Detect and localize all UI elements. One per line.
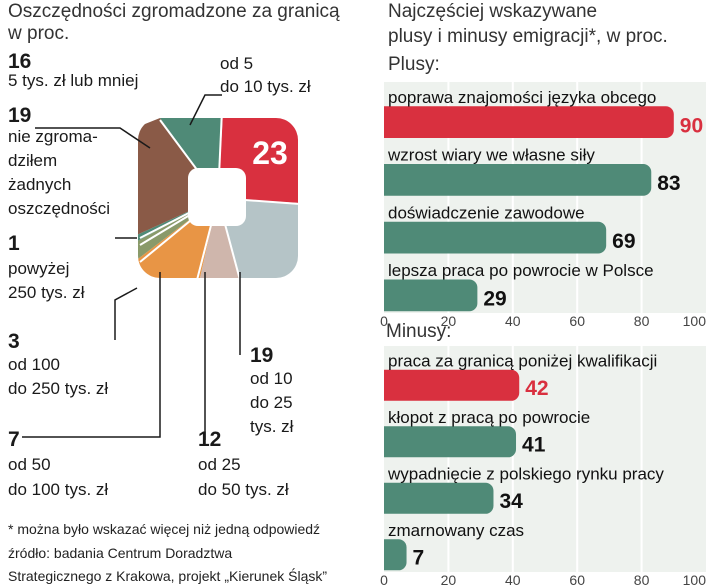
plus-bar-label-2: doświadczenie zawodowe [388,203,585,222]
plus-bar-label-3: lepsza praca po powrocie w Polsce [388,261,654,280]
slice-23-value: 23 [252,135,288,171]
minus-bar-label-0: praca za granicą poniżej kwalifikacji [388,351,657,370]
plus-bar-label-0: poprawa znajomości języka obcego [388,88,656,107]
footnote-source-2: Strategicznego z Krakowa, projekt „Kieru… [8,568,328,584]
minus-tick-40: 40 [505,572,521,587]
bars-title: Najczęściej wskazywane [388,1,598,22]
label-10to25-num: 19 [250,344,274,367]
minus-header: Minusy: [386,321,452,342]
label-25to50-line2: do 50 tys. zł [198,480,289,499]
label-5less-text: 5 tys. zł lub mniej [8,71,139,90]
label-none-line3: żadnych [8,175,72,194]
slice-10-to-25 [218,198,298,278]
plus-tick-100: 100 [683,313,707,329]
plus-tick-0: 0 [380,313,388,329]
label-25to50-line1: od 25 [198,455,241,474]
label-5to10-line2: do 10 tys. zł [220,77,311,96]
minus-bar-1 [384,426,517,458]
minus-bar-value-3: 7 [413,547,425,570]
label-10to25-line1: od 10 [250,369,293,388]
plus-bar-value-1: 83 [657,172,680,195]
label-none-line1: nie zgroma- [8,127,98,146]
plus-bar-value-2: 69 [612,230,635,253]
minus-bar-label-2: wypadnięcie z polskiego rynku pracy [387,464,664,483]
label-none-line2: dziłem [8,151,58,170]
plus-bar-2 [384,221,607,254]
label-10to25-line2: do 25 [250,393,293,412]
label-250plus-num: 1 [8,232,20,255]
label-100to250-num: 3 [8,330,20,353]
minus-bar-value-2: 34 [499,490,523,513]
minus-tick-0: 0 [380,572,388,587]
minus-tick-20: 20 [441,572,457,587]
footnote-asterisk: * można było wskazać więcej niż jedną od… [8,521,321,537]
label-50to100-line2: do 100 tys. zł [8,480,109,499]
minus-tick-80: 80 [634,572,650,587]
donut-hole [188,168,246,226]
minus-bar-0 [384,369,520,401]
plus-bar-0 [384,106,674,139]
label-25to50-num: 12 [198,428,222,451]
label-50to100-line1: od 50 [8,455,51,474]
label-none-num: 19 [8,104,32,127]
label-100to250-line2: do 250 tys. zł [8,379,109,398]
minus-tick-60: 60 [569,572,585,587]
plus-tick-40: 40 [505,313,521,329]
plus-bar-value-0: 90 [680,114,703,137]
plus-bar-3 [384,279,478,312]
plus-bar-label-1: wzrost wiary we własne siły [387,146,595,165]
minus-bar-2 [384,482,494,514]
plus-tick-20: 20 [441,313,457,329]
bars-subtitle: plusy i minusy emigracji*, w proc. [388,26,668,47]
minus-bar-value-0: 42 [525,377,548,400]
pie-subtitle: w proc. [8,23,70,44]
label-10to25-line3: tys. zł [250,417,294,436]
label-5to10-line1: od 5 [220,54,254,73]
minus-bar-label-3: zmarnowany czas [388,521,524,540]
plus-tick-80: 80 [634,313,650,329]
minus-bar-label-1: kłopot z pracą po powrocie [388,408,590,427]
label-50to100-num: 7 [8,428,20,451]
slice-25-to-50 [195,198,245,278]
plus-header: Plusy: [388,54,440,75]
plus-bar-value-3: 29 [483,288,506,311]
minus-bar-value-1: 41 [522,434,546,457]
plus-tick-60: 60 [569,313,585,329]
pie-title: Oszczędności zgromadzone za granicą [8,1,340,22]
label-100to250-line1: od 100 [8,355,60,374]
label-250plus-line2: 250 tys. zł [8,283,85,302]
slice-5-to-10 [218,118,298,205]
footnote-source-1: źródło: badania Centrum Doradztwa [8,545,233,561]
plus-bar-1 [384,164,652,196]
label-5less-num: 16 [8,50,32,73]
minus-tick-100: 100 [683,572,707,587]
label-none-line4: oszczędności [8,199,111,218]
label-250plus-line1: powyżej [8,259,70,278]
minus-bar-3 [384,539,407,571]
